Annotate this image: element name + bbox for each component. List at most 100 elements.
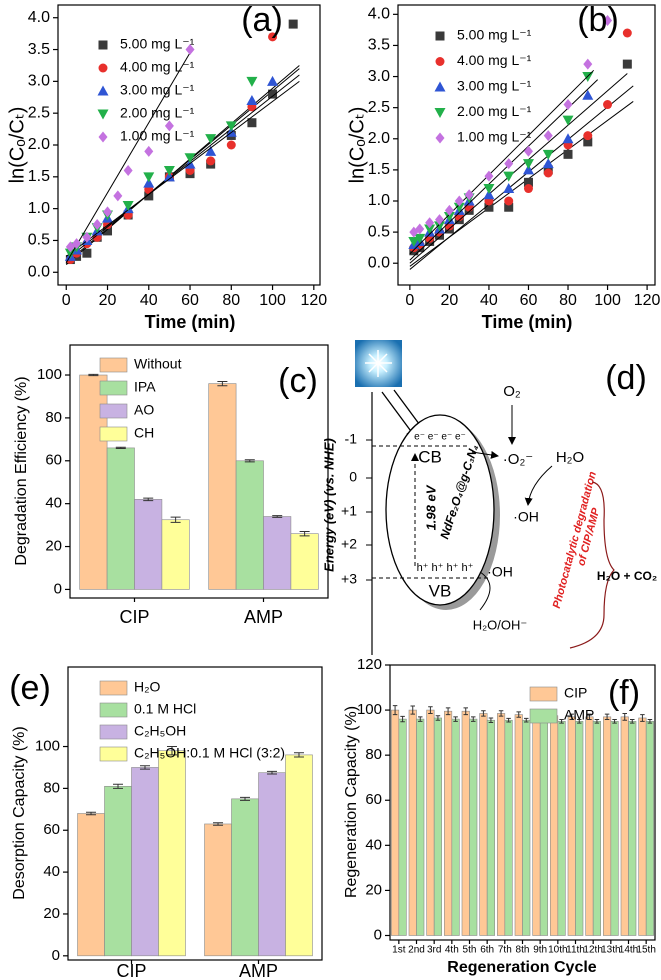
x-tick-label: 20 [441,292,459,309]
fit-line [409,73,628,264]
bar [106,447,135,590]
point [453,202,465,213]
point [542,158,554,169]
point [522,164,534,175]
error-bar [453,716,458,722]
error-bar [569,713,574,721]
panel-label: (f) [608,674,640,712]
bar [290,533,319,590]
error-bar [217,380,228,387]
fit-line [65,74,300,260]
error-bar [506,717,511,723]
o2: O₂ [503,383,521,400]
legend-marker [435,132,445,144]
legend-label: 2.00 mg L⁻¹ [457,103,532,119]
error-bar [266,770,277,775]
x-tick-label: 20 [99,292,117,309]
superoxide: ·O₂⁻ [503,451,533,468]
fit-line [65,65,300,266]
x-axis-label: Time (min) [482,312,573,332]
error-bar [604,713,610,721]
point [522,159,534,170]
x-tick-label: 15th [636,945,655,956]
x-tick-label: CIP [119,607,149,627]
legend-marker [97,85,109,96]
legend-label: AMP [564,707,594,723]
y-tick-label: 40 [43,863,60,880]
y-tick-label: 40 [45,495,62,512]
bar [451,718,460,936]
level-label: +1 [341,503,357,519]
x-tick-label: 100 [594,292,621,309]
x-tick-label: CIP [116,961,146,980]
error-bar [88,373,99,377]
x-tick-label: 60 [181,292,199,309]
panel-label: (b) [577,1,619,39]
x-tick-label: 11th [566,945,585,956]
bar [104,785,132,957]
legend-swatch [99,746,128,762]
y-tick-label: 3.0 [368,68,390,85]
bar [235,460,264,590]
legend-label: 4.00 mg L⁻¹ [120,59,195,75]
legend-marker [97,109,109,120]
electron-arrow [471,450,499,459]
legend-label: CH [134,425,154,441]
bar [479,713,488,936]
point [267,75,279,86]
point [563,99,573,111]
diagram-d: Energy (eV) (vs. NHE) -1 0 +1 +2 +3 e⁻ e… [321,340,657,655]
error-bar [139,765,150,770]
error-bar [392,705,398,716]
error-bar [410,705,415,715]
water-hydroxide: H₂O/OH⁻ [473,617,528,632]
y-tick-label: 0 [54,580,62,597]
legend-label: CIP [564,685,587,701]
point [246,76,258,87]
x-tick-label: 80 [559,292,577,309]
point [484,202,494,212]
point [523,177,533,187]
point [603,100,613,110]
y-tick-label: 100 [35,737,60,754]
y-tick-label: 80 [45,409,62,426]
legend-label: 4.00 mg L⁻¹ [457,52,532,68]
x-tick-label: 120 [300,292,327,309]
level-label: +2 [341,536,357,552]
error-bar [630,719,635,724]
light-rays [365,350,392,377]
plot-frame [69,344,329,599]
point [205,134,217,145]
point [435,214,445,226]
bar [620,716,629,936]
x-tick-label: 0 [62,292,71,309]
y-tick-label: 1.5 [28,168,50,185]
bar [638,717,647,936]
y-tick-label: 20 [365,881,382,898]
point [163,171,175,182]
x-axis-label: Regeneration Cycle [447,959,596,976]
error-bar [577,719,582,724]
bar [131,767,159,957]
point [582,72,594,83]
error-bar [293,752,304,758]
band-gap: 1.98 eV [423,484,438,530]
legend-label: C₂H₅OH:0.1 M HCl (3:2) [134,745,285,761]
bar [539,719,548,936]
error-bar [612,719,617,724]
point [444,204,454,216]
point [603,15,613,27]
catalyst-ellipse [385,414,495,606]
point [72,238,82,250]
bar [444,710,453,936]
y-tick-label: 0.0 [368,254,390,271]
error-bar [587,713,592,721]
y-tick-label: 60 [43,821,60,838]
error-bar [463,707,468,716]
holes: h⁺ h⁺ h⁺ h⁺ [417,562,474,574]
bar [628,721,637,936]
bar [408,709,417,936]
panel-label: (e) [9,669,51,707]
legend-swatch [529,708,558,724]
error-bar [594,719,600,724]
